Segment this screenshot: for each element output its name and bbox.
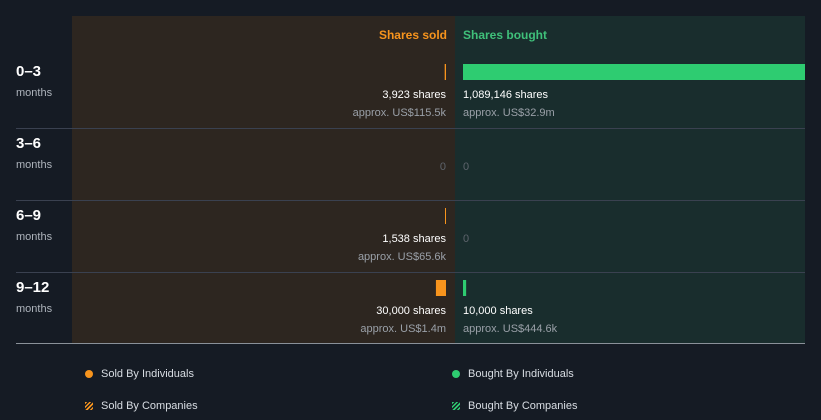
sold-panel bbox=[72, 16, 455, 344]
bought-bar bbox=[463, 280, 467, 296]
legend-label: Sold By Individuals bbox=[101, 368, 194, 380]
period-label: 9–12 bbox=[16, 279, 49, 296]
period-label: 0–3 bbox=[16, 63, 41, 80]
bought-shares-label: 10,000 shares bbox=[463, 305, 533, 317]
sold-value-label: approx. US$65.6k bbox=[358, 251, 447, 263]
bought-value-label: approx. US$32.9m bbox=[463, 107, 555, 119]
period-unit-label: months bbox=[16, 159, 53, 171]
sold-bar bbox=[445, 208, 446, 224]
sold-zero-label: 0 bbox=[440, 161, 446, 173]
legend-item: Bought By Individuals bbox=[452, 368, 574, 380]
legend-label: Sold By Companies bbox=[101, 400, 198, 412]
shares-sold-header: Shares sold bbox=[379, 28, 447, 42]
sold-value-label: approx. US$115.5k bbox=[353, 107, 447, 119]
bought-shares-label: 1,089,146 shares bbox=[463, 89, 549, 101]
period-unit-label: months bbox=[16, 231, 53, 243]
bought-zero-label: 0 bbox=[463, 161, 469, 173]
sold-value-label: approx. US$1.4m bbox=[360, 323, 446, 335]
period-label: 6–9 bbox=[16, 207, 41, 224]
period-label: 3–6 bbox=[16, 135, 41, 152]
sold-bar bbox=[435, 280, 446, 296]
sold-shares-label: 3,923 shares bbox=[382, 89, 446, 101]
legend-item: Sold By Individuals bbox=[85, 368, 194, 380]
period-unit-label: months bbox=[16, 303, 53, 315]
period-unit-label: months bbox=[16, 87, 53, 99]
legend-hatch-icon bbox=[452, 402, 460, 410]
sold-shares-label: 1,538 shares bbox=[382, 233, 446, 245]
legend-label: Bought By Individuals bbox=[468, 368, 574, 380]
sold-shares-label: 30,000 shares bbox=[376, 305, 446, 317]
bought-bar bbox=[463, 64, 805, 80]
legend-item: Sold By Companies bbox=[85, 400, 198, 412]
bought-value-label: approx. US$444.6k bbox=[463, 323, 558, 335]
shares-bought-header: Shares bought bbox=[463, 28, 547, 42]
legend-dot-icon bbox=[452, 370, 460, 378]
sold-bar bbox=[444, 64, 446, 80]
bought-zero-label: 0 bbox=[463, 233, 469, 245]
legend-label: Bought By Companies bbox=[468, 400, 578, 412]
legend-item: Bought By Companies bbox=[452, 400, 577, 412]
legend-dot-icon bbox=[85, 370, 93, 378]
legend-hatch-icon bbox=[85, 402, 93, 410]
